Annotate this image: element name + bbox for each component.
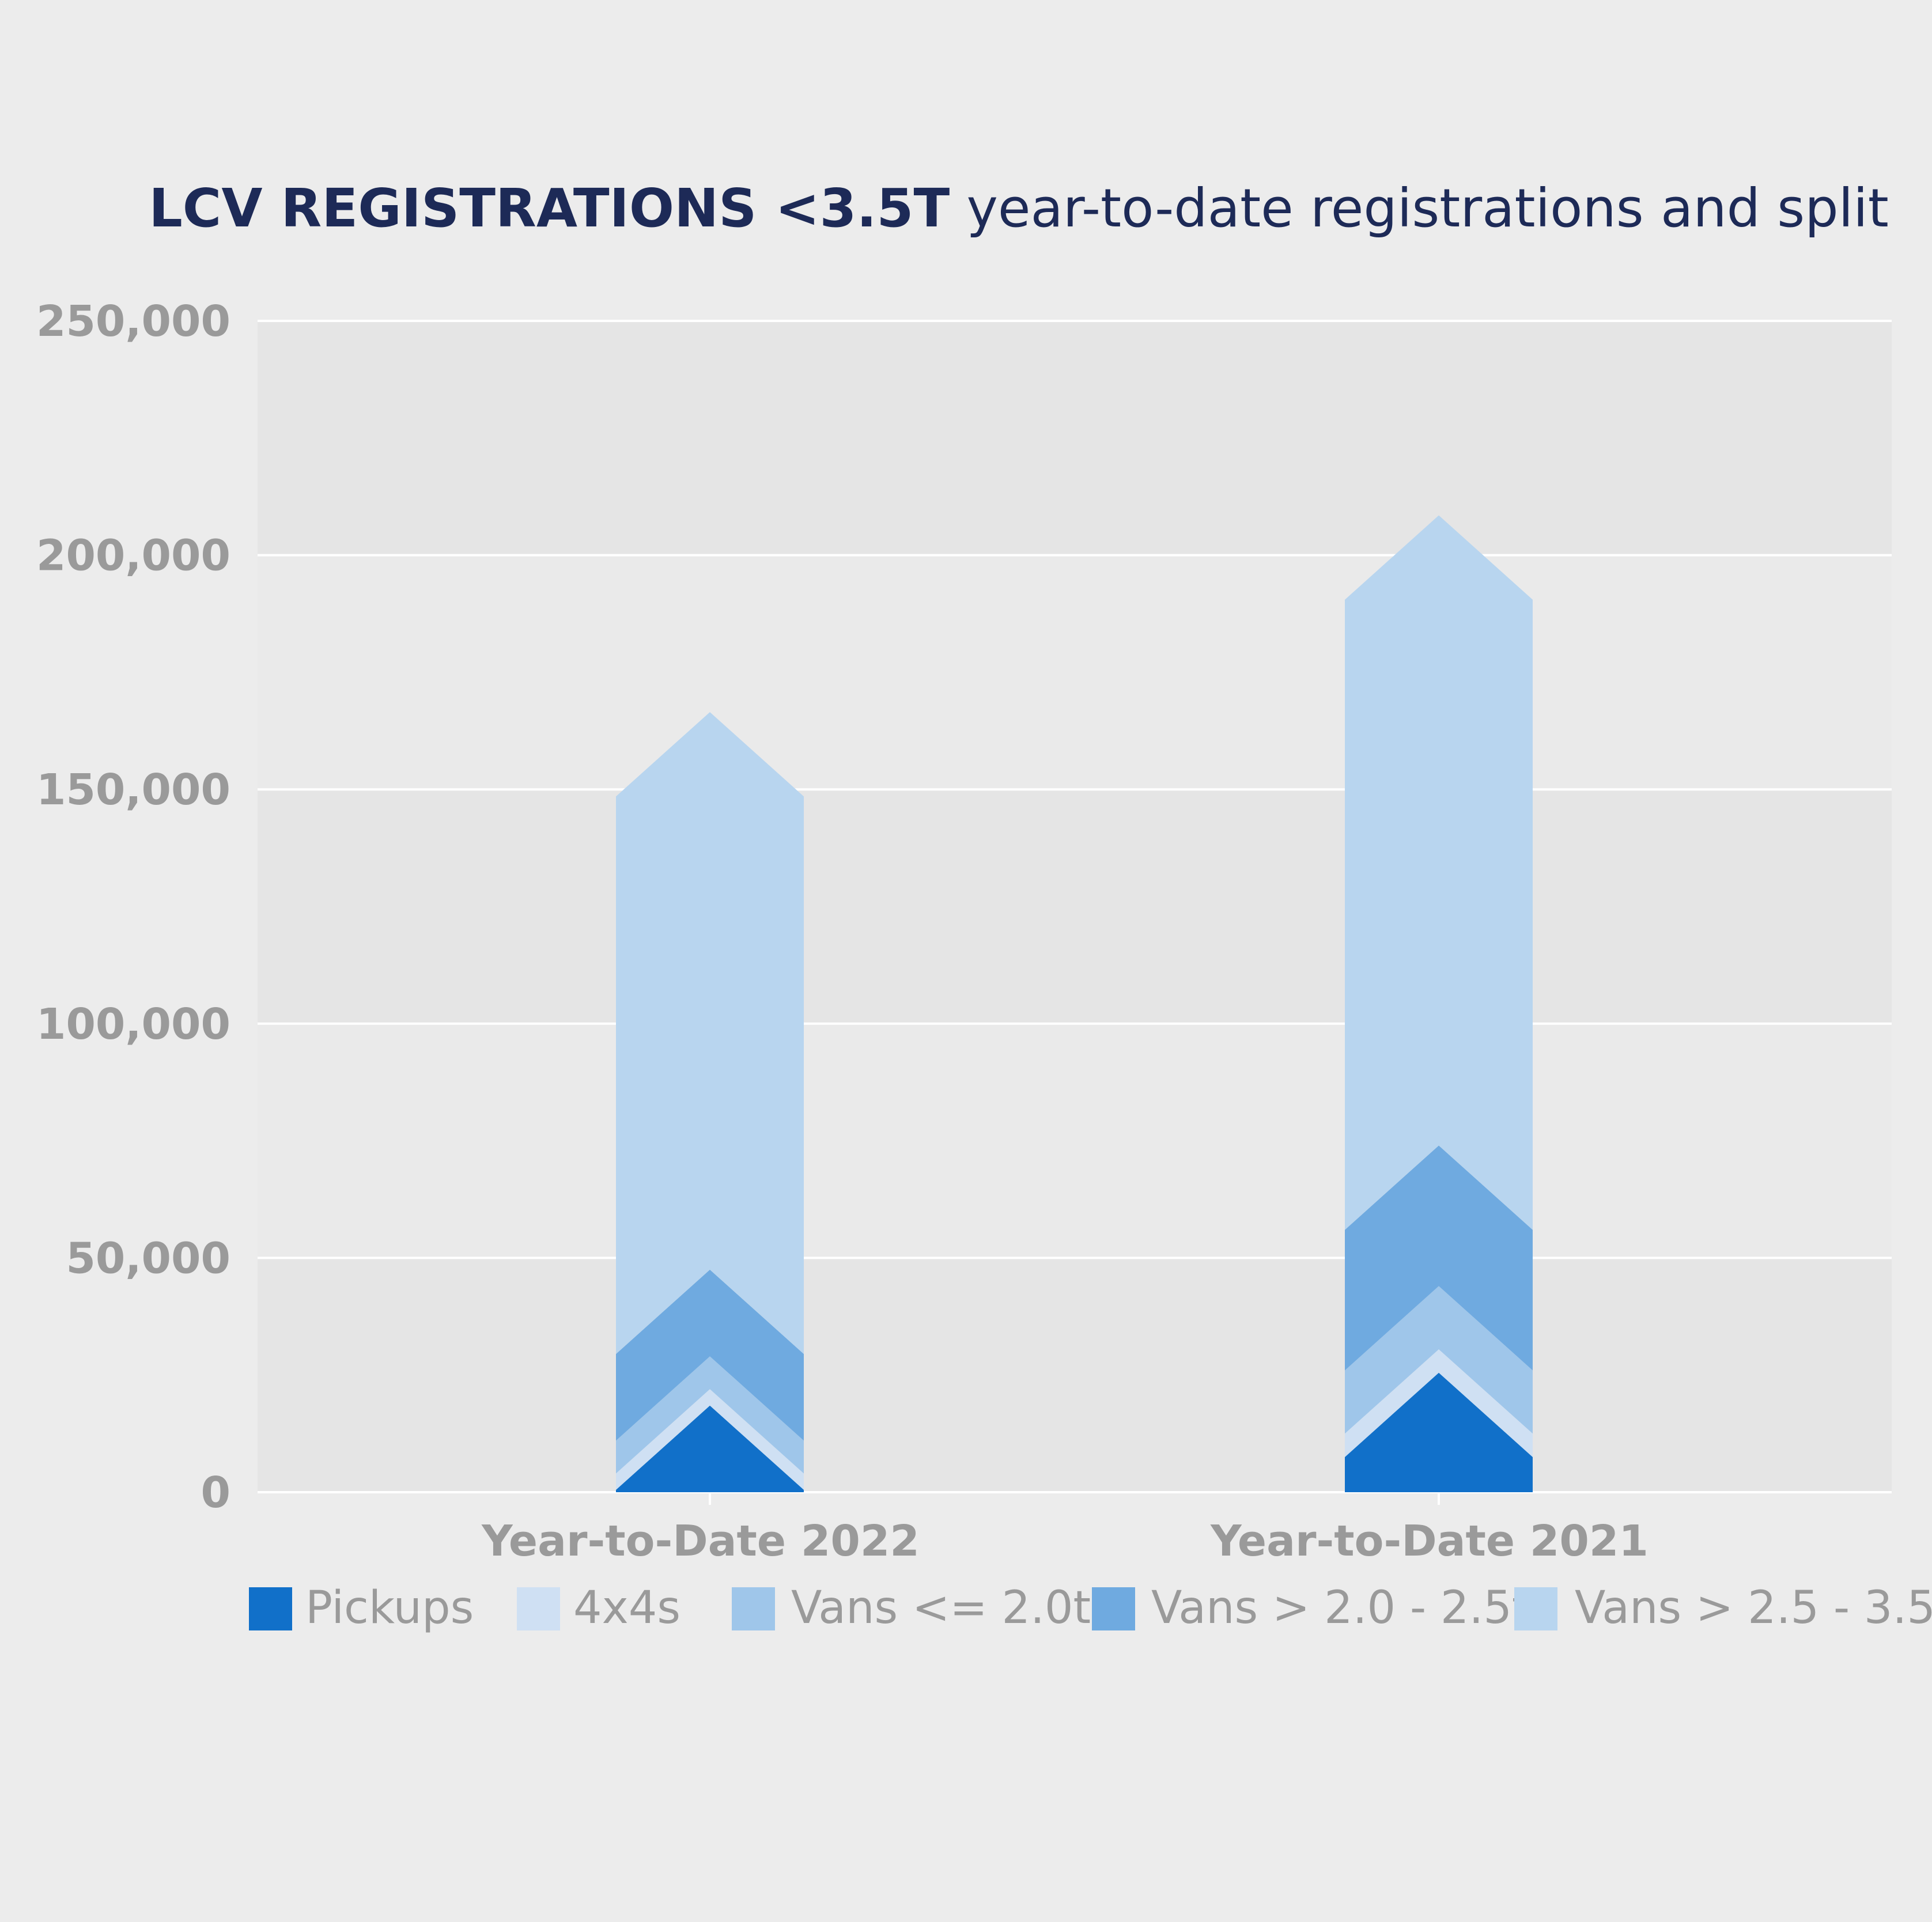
plot-band — [258, 1023, 1892, 1258]
bar-stack — [1345, 515, 1533, 1492]
legend-swatch — [732, 1587, 775, 1630]
legend-item: Vans > 2.0 - 2.5t — [1092, 1582, 1530, 1634]
bars — [616, 515, 1533, 1492]
bar-segment — [616, 1405, 804, 1492]
legend-label: Vans > 2.0 - 2.5t — [1151, 1582, 1530, 1634]
bar-segment — [1345, 1145, 1533, 1371]
plot-bands — [258, 321, 1892, 1492]
y-tick-label: 200,000 — [36, 531, 230, 581]
y-tick-label: 0 — [201, 1468, 231, 1518]
legend-swatch — [249, 1587, 292, 1630]
bar-stack — [616, 712, 804, 1492]
legend: Pickups 4x4s Vans <= 2.0t Vans > 2.0 - 2.5t… — [249, 1582, 1932, 1634]
legend-swatch — [1092, 1587, 1135, 1630]
y-tick-label: 100,000 — [36, 1000, 230, 1049]
bar-segment — [1345, 1349, 1533, 1457]
plot-band — [258, 555, 1892, 790]
legend-item: Vans <= 2.0t — [732, 1582, 1091, 1634]
plot-band — [258, 789, 1892, 1024]
legend-swatch — [1514, 1587, 1557, 1630]
legend-item: Vans > 2.5 - 3.5t — [1514, 1582, 1932, 1634]
bar-segment — [1345, 515, 1533, 1230]
chart-title: LCV REGISTRATIONS <3.5T year-to-date reg… — [149, 177, 1889, 239]
plot-band — [258, 1258, 1892, 1492]
chart-title-bold: LCV REGISTRATIONS <3.5T — [149, 177, 950, 239]
plot-band — [258, 321, 1892, 555]
chart-title-rest: year-to-date registrations and split — [950, 177, 1889, 239]
x-axis: Year-to-Date 2022 Year-to-Date 2021 — [481, 1492, 1649, 1566]
y-tick-label: 150,000 — [36, 765, 230, 815]
x-tick-label: Year-to-Date 2021 — [1210, 1516, 1649, 1566]
legend-label: Pickups — [305, 1582, 474, 1634]
y-axis: 0 50,000 100,000 150,000 200,000 250,000 — [36, 297, 230, 1518]
bar-segment — [616, 712, 804, 1355]
x-tick-label: Year-to-Date 2022 — [481, 1516, 920, 1566]
bar-segment — [1345, 1372, 1533, 1492]
legend-item: Pickups — [249, 1582, 474, 1634]
legend-label: Vans > 2.5 - 3.5t — [1575, 1582, 1932, 1634]
legend-item: 4x4s — [517, 1582, 680, 1634]
y-tick-label: 50,000 — [66, 1234, 230, 1283]
bar-segment — [616, 1356, 804, 1474]
bar-segment — [1345, 1286, 1533, 1434]
bar-segment — [616, 1269, 804, 1441]
legend-label: 4x4s — [573, 1582, 680, 1634]
gridlines — [258, 320, 1892, 1493]
legend-swatch — [517, 1587, 560, 1630]
y-tick-label: 250,000 — [36, 297, 230, 346]
legend-label: Vans <= 2.0t — [791, 1582, 1091, 1634]
